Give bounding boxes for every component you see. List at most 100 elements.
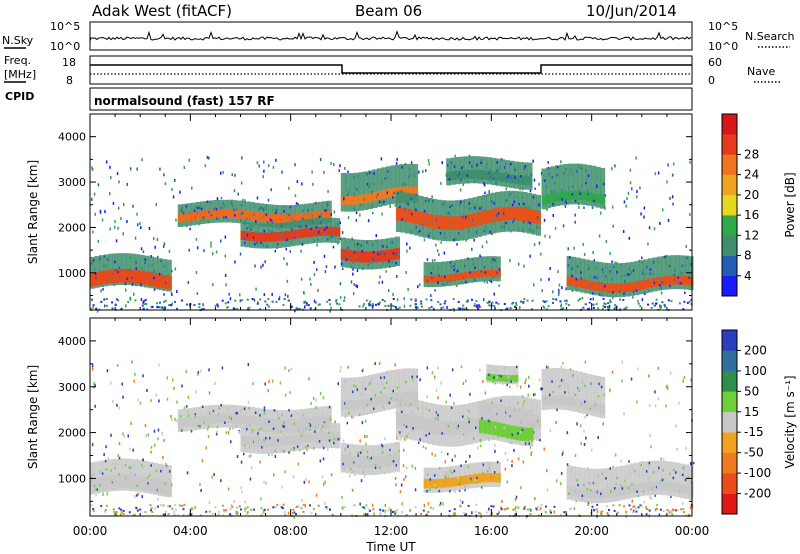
ground-scatter — [471, 298, 473, 301]
echo-band-edge — [381, 167, 387, 206]
noise-pixel — [105, 445, 107, 449]
echo-speck — [274, 211, 277, 215]
ground-scatter — [133, 513, 136, 516]
echo-band-core — [290, 419, 296, 429]
noise-pixel — [583, 429, 585, 433]
echo-speck — [363, 198, 366, 201]
echo-speck — [485, 430, 487, 433]
echo-speck — [481, 177, 483, 180]
noise-pixel — [484, 391, 487, 395]
echo-band-core — [349, 455, 355, 468]
noise-pixel — [351, 415, 353, 419]
echo-band-core — [363, 456, 369, 469]
ground-scatter — [523, 507, 526, 510]
noise-pixel — [636, 400, 638, 404]
ground-scatter — [538, 508, 541, 511]
echo-speck — [304, 428, 306, 432]
ground-scatter — [374, 303, 377, 306]
echo-speck — [193, 209, 196, 213]
echo-band-core — [335, 227, 341, 237]
noise-pixel — [371, 503, 374, 507]
ground-scatter — [117, 299, 120, 302]
ground-scatter — [491, 301, 494, 304]
echo-band-edge — [647, 258, 653, 293]
echo-band-edge — [661, 255, 667, 290]
ground-scatter — [463, 308, 466, 310]
ground-scatter — [632, 505, 635, 508]
echo-band-core — [396, 207, 401, 221]
echo-band-core — [308, 227, 314, 237]
echo-speck — [632, 296, 634, 299]
echo-speck — [480, 158, 482, 162]
echo-band-edge — [473, 156, 479, 184]
freq-frame — [89, 55, 693, 85]
echo-band-core — [268, 213, 274, 223]
ground-scatter — [379, 513, 382, 516]
echo-band-core — [634, 281, 640, 291]
echo-band-core — [472, 213, 478, 227]
noise-pixel — [405, 271, 407, 274]
echo-speck — [504, 166, 506, 169]
noise-pixel — [632, 509, 635, 513]
noise-pixel — [641, 298, 644, 302]
nave-tick-bottom: 0 — [708, 74, 715, 87]
echo-speck — [422, 227, 424, 230]
ground-scatter — [604, 302, 607, 305]
ground-scatter — [146, 308, 149, 311]
echo-speck — [507, 376, 509, 379]
noise-pixel — [596, 510, 599, 514]
echo-speck — [449, 261, 452, 264]
ground-scatter — [542, 300, 545, 302]
echo-band-edge — [340, 172, 346, 212]
noise-pixel — [631, 187, 633, 191]
ground-scatter — [564, 513, 567, 516]
echo-speck — [523, 202, 525, 206]
ground-scatter — [92, 508, 95, 510]
echo-speck — [379, 452, 382, 456]
echo-speck — [309, 424, 312, 427]
noise-pixel — [207, 435, 210, 438]
echo-band-core — [218, 208, 224, 218]
noise-pixel — [153, 429, 156, 433]
noise-pixel — [558, 288, 560, 292]
echo-band-core — [195, 211, 201, 221]
echo-band-edge — [340, 377, 346, 417]
echo-band-core — [303, 228, 309, 238]
noise-pixel — [417, 285, 419, 289]
ground-scatter — [278, 298, 281, 301]
noise-pixel — [584, 360, 587, 364]
echo-band-core — [367, 251, 373, 263]
echo-band-core — [491, 171, 497, 181]
echo-speck — [262, 215, 264, 218]
echo-speck — [541, 387, 543, 391]
echo-speck — [401, 410, 403, 414]
ground-scatter — [248, 306, 251, 309]
echo-band-edge — [559, 164, 565, 206]
echo-speck — [374, 455, 376, 458]
echo-speck — [244, 241, 246, 245]
echo-band-core — [157, 479, 163, 494]
noise-pixel — [262, 175, 264, 179]
ground-scatter — [553, 505, 556, 508]
echo-speck — [411, 426, 413, 429]
noise-pixel — [327, 447, 329, 451]
echo-speck — [576, 265, 579, 268]
noise-pixel — [560, 303, 563, 307]
noise-pixel — [440, 381, 442, 385]
echo-speck — [609, 290, 611, 294]
echo-band-core — [321, 431, 327, 442]
echo-band-core — [589, 280, 595, 290]
noise-pixel — [201, 459, 204, 463]
echo-band-edge — [674, 462, 680, 497]
noise-pixel — [129, 297, 132, 301]
echo-speck — [94, 272, 97, 276]
echo-speck — [534, 210, 537, 213]
echo-speck — [205, 424, 207, 427]
echo-band-core — [245, 415, 251, 425]
echo-band-core — [130, 475, 136, 489]
ground-scatter — [144, 511, 147, 514]
noise-pixel — [662, 208, 664, 212]
noise-pixel — [454, 490, 456, 494]
echo-band-core — [112, 474, 118, 489]
